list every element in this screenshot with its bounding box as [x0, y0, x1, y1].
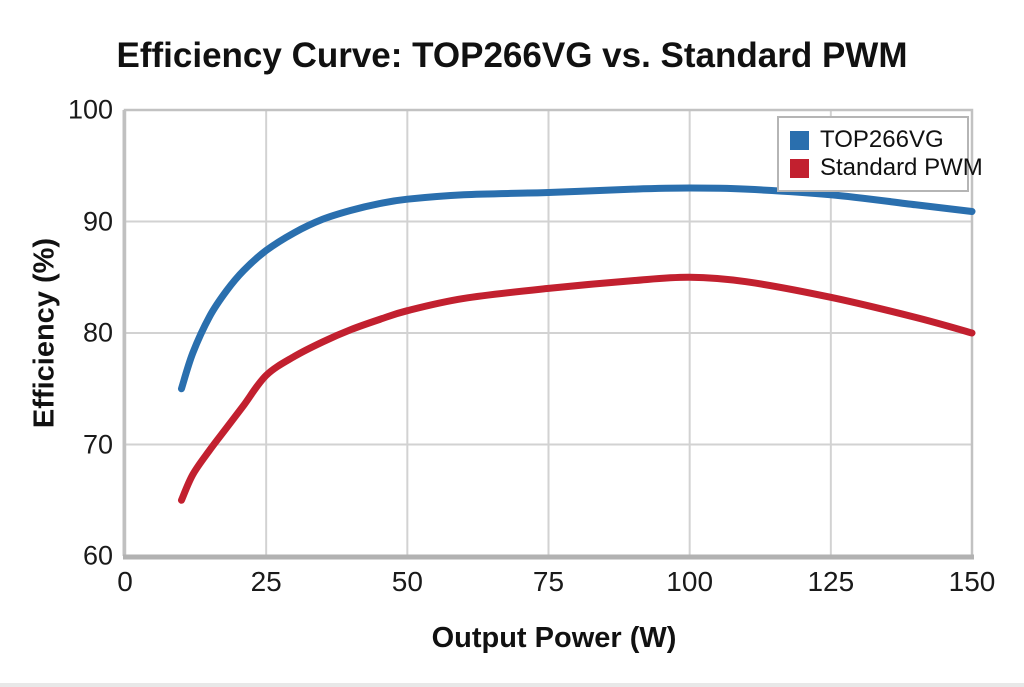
y-tick-label-100: 100 — [67, 94, 113, 125]
series-line-standard-pwm — [177, 273, 976, 504]
legend: TOP266VG Standard PWM — [777, 116, 983, 192]
series-line-top266vg — [177, 184, 976, 393]
y-axis-title: Efficiency (%) — [28, 237, 61, 429]
legend-swatch-red-icon — [790, 158, 809, 178]
y-tick-label-70: 70 — [82, 429, 113, 459]
x-tick-label-150: 150 — [948, 566, 996, 597]
x-tick-label-125: 125 — [807, 566, 855, 597]
x-tick-label-50: 50 — [391, 566, 423, 597]
x-axis-title: Output Power (W) — [431, 622, 677, 654]
y-tick-label-60: 60 — [82, 540, 113, 571]
legend-label-standard-pwm: Standard PWM — [820, 154, 983, 181]
x-tick-label-25: 25 — [250, 566, 282, 597]
x-tick-label-100: 100 — [666, 566, 714, 597]
legend-item-standard-pwm: Standard PWM — [790, 154, 983, 182]
bottom-edge-artifact — [0, 683, 1024, 687]
legend-swatch-blue-icon — [790, 130, 809, 150]
x-tick-label-0: 0 — [117, 566, 133, 597]
legend-label-top266vg: TOP266VG — [820, 126, 944, 153]
legend-item-top266vg: TOP266VG — [790, 126, 957, 154]
y-tick-label-90: 90 — [82, 206, 113, 236]
y-tick-label-80: 80 — [82, 317, 113, 348]
x-tick-label-75: 75 — [532, 566, 565, 597]
chart-title: Efficiency Curve: TOP266VG vs. Standard … — [116, 36, 908, 75]
